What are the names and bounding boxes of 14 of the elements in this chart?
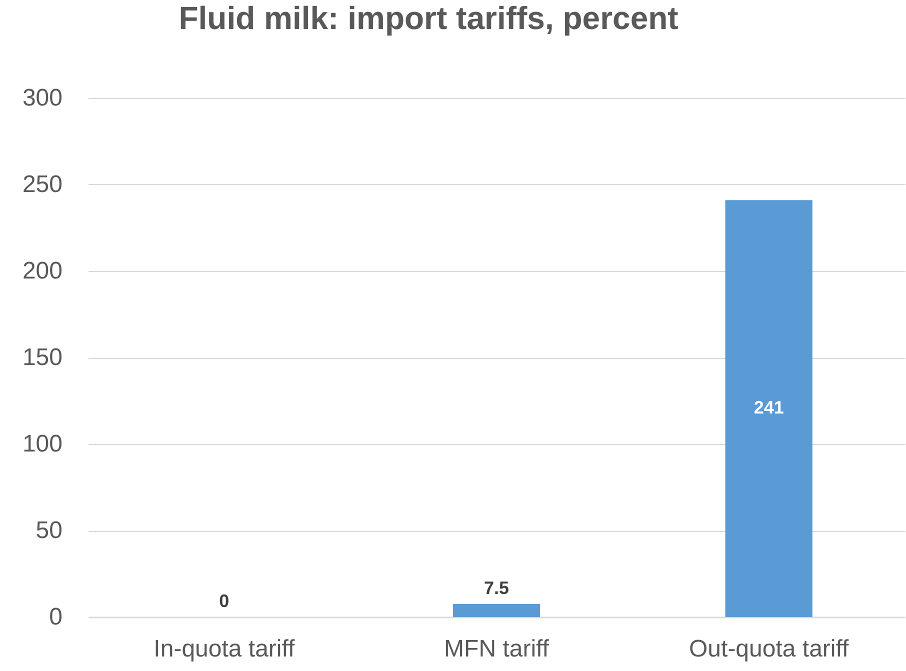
y-tick-label: 250: [22, 171, 62, 198]
y-tick-label: 300: [22, 84, 62, 112]
data-label: 0: [219, 591, 230, 611]
y-tick-label: 150: [22, 344, 62, 371]
chart-title: Fluid milk: import tariffs, percent: [178, 0, 679, 36]
y-tick-label: 200: [22, 258, 62, 284]
y-tick-label: 100: [22, 430, 62, 458]
x-tick-label: MFN tariff: [444, 636, 550, 662]
x-tick-label: In-quota tariff: [154, 636, 295, 662]
x-tick-label: Out-quota tariff: [689, 636, 849, 662]
data-label: 7.5: [484, 578, 510, 598]
y-tick-label: 0: [49, 604, 62, 630]
data-label: 241: [754, 398, 784, 418]
y-tick-label: 50: [36, 517, 62, 544]
